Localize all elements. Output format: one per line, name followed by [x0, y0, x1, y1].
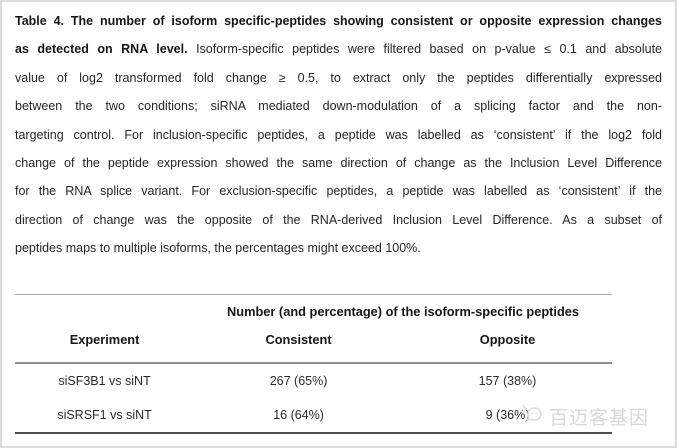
caption-line: targeting control. For inclusion-specifi…	[15, 121, 662, 149]
cell-opposite: 157 (38%)	[478, 373, 537, 388]
table-row: siSF3B1 vs siNT 267 (65%) 157 (38%)	[15, 364, 612, 398]
cell-experiment: siSF3B1 vs siNT	[58, 373, 151, 388]
caption-line: direction of change was the opposite of …	[15, 206, 662, 234]
table-row: siSRSF1 vs siNT 16 (64%) 9 (36%)	[15, 398, 612, 432]
caption-text: between the two conditions; siRNA mediat…	[15, 99, 662, 114]
column-header-experiment: Experiment	[69, 331, 140, 347]
caption-line: for the RNA splice variant. For exclusio…	[15, 177, 662, 205]
results-table: Number (and percentage) of the isoform-s…	[15, 293, 612, 434]
caption-bold-text: Table 4. The number of isoform specific-…	[15, 14, 662, 28]
caption-line: between the two conditions; siRNA mediat…	[15, 92, 662, 120]
table-span-header: Number (and percentage) of the isoform-s…	[227, 303, 580, 319]
caption-bold-text: as detected on RNA level.	[15, 42, 188, 57]
caption-line: Table 4. The number of isoform specific-…	[15, 7, 662, 35]
column-header-opposite: Opposite	[479, 331, 536, 347]
cell-opposite: 9 (36%)	[485, 407, 530, 422]
table-span-header-row: Number (and percentage) of the isoform-s…	[15, 295, 612, 323]
caption-text: peptides maps to multiple isoforms, the …	[15, 241, 421, 256]
table-column-header-row: Experiment Consistent Opposite	[15, 323, 612, 362]
table-caption: Table 4. The number of isoform specific-…	[2, 2, 675, 263]
cell-consistent: 267 (65%)	[269, 373, 328, 388]
caption-text: Isoform-specific peptides were filtered …	[187, 42, 662, 57]
caption-text: for the RNA splice variant. For exclusio…	[15, 184, 662, 199]
cell-experiment: siSRSF1 vs siNT	[57, 407, 152, 422]
caption-text: direction of change was the opposite of …	[15, 212, 662, 227]
caption-text: change of the peptide expression showed …	[15, 155, 662, 170]
caption-line: as detected on RNA level. Isoform-specif…	[15, 35, 662, 63]
column-header-consistent: Consistent	[265, 331, 332, 347]
table-bottom-rule	[15, 431, 612, 434]
caption-text: targeting control. For inclusion-specifi…	[15, 127, 662, 142]
caption-text: value of log2 transformed fold change ≥ …	[15, 70, 662, 85]
table-mid-rule	[15, 361, 612, 364]
caption-line: value of log2 transformed fold change ≥ …	[15, 64, 662, 92]
cell-consistent: 16 (64%)	[273, 407, 324, 422]
caption-line: peptides maps to multiple isoforms, the …	[15, 234, 662, 262]
caption-line: change of the peptide expression showed …	[15, 149, 662, 177]
